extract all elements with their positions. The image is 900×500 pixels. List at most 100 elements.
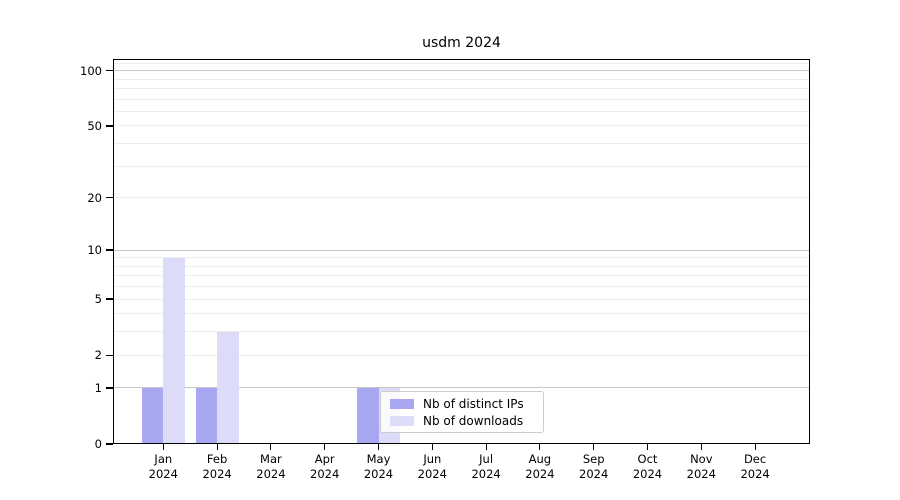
x-tick-month: Nov [690,452,713,466]
legend-swatch-distinct-ips [390,398,414,409]
gridline-minor [114,125,809,127]
gridline-minor [114,331,809,333]
x-tick-mark [539,444,541,450]
gridline-minor [114,62,809,64]
legend-label-downloads: Nb of downloads [423,413,524,428]
gridline-minor [114,298,809,300]
x-tick-year: 2024 [525,467,555,481]
y-tick-label: 1 [94,380,102,395]
x-tick-month: Aug [528,452,552,466]
y-tick-mark [106,443,113,445]
x-tick-year: 2024 [740,467,770,481]
x-tick-mark [754,444,756,450]
y-tick-mark [106,249,113,251]
x-tick-year: 2024 [310,467,340,481]
y-tick-label: 10 [87,243,102,258]
y-tick-label: 100 [80,63,102,78]
y-tick-mark [106,197,113,199]
x-tick-month: Dec [743,452,767,466]
y-tick-mark [106,387,113,389]
x-tick-mark [431,444,433,450]
x-tick-year: 2024 [686,467,716,481]
x-tick-mark [162,444,164,450]
gridline-minor [114,88,809,90]
x-tick-month: Jan [154,452,173,466]
x-tick-label: May 2024 [349,452,409,482]
gridline-minor [114,275,809,277]
gridline-minor [114,286,809,288]
gridline-minor [114,257,809,259]
x-tick-label: Sep 2024 [564,452,624,482]
gridline-major [114,387,809,389]
x-tick-label: Oct 2024 [618,452,678,482]
x-tick-mark [700,444,702,450]
bar-downloads [163,257,185,444]
x-tick-label: Mar 2024 [241,452,301,482]
x-tick-mark [485,444,487,450]
x-tick-month: Jun [423,452,442,466]
x-tick-label: Feb 2024 [187,452,247,482]
x-tick-month: Sep [582,452,605,466]
x-tick-label: Apr 2024 [295,452,355,482]
x-tick-year: 2024 [202,467,232,481]
x-tick-year: 2024 [148,467,178,481]
y-tick-label: 0 [94,437,102,451]
x-tick-mark [377,444,380,450]
x-tick-label: Jul 2024 [456,452,516,482]
x-tick-label: Nov 2024 [671,452,731,482]
y-tick-label: 20 [87,190,102,205]
bar-distinct-ips [357,387,379,444]
chart-title: usdm 2024 [422,35,501,51]
x-tick-month: Oct [637,452,658,466]
x-tick-year: 2024 [471,467,501,481]
y-tick-mark [106,70,113,72]
bar-downloads [217,331,239,444]
legend-label-distinct-ips: Nb of distinct IPs [423,396,524,411]
y-tick-label: 2 [94,348,102,363]
x-tick-month: Feb [206,452,228,466]
x-tick-year: 2024 [632,467,663,481]
gridline-minor [114,354,809,356]
x-tick-month: May [366,452,391,466]
gridline-minor [114,313,809,315]
x-tick-year: 2024 [256,467,286,481]
x-tick-mark [646,444,649,450]
gridline-major [114,249,809,251]
x-tick-label: Dec 2024 [725,452,785,482]
gridline-minor [114,165,809,167]
x-tick-year: 2024 [363,467,394,481]
x-tick-year: 2024 [417,467,447,481]
x-tick-mark [270,444,272,450]
x-tick-month: Jul [479,452,494,466]
gridline-major [114,70,809,72]
y-tick-mark [106,354,113,356]
bar-distinct-ips [195,387,218,444]
bar-distinct-ips [141,387,164,444]
y-tick-label: 5 [94,292,102,307]
x-tick-mark [324,444,326,450]
x-tick-year: 2024 [579,467,609,481]
x-tick-mark [593,444,595,450]
x-tick-label: Aug 2024 [510,452,570,482]
gridline-minor [114,78,809,80]
gridline-minor [114,98,809,100]
legend-swatch-downloads [390,415,414,426]
x-tick-month: Mar [260,452,282,466]
x-tick-mark [216,444,218,450]
legend: Nb of distinct IPs Nb of downloads [380,391,544,433]
x-tick-month: Apr [314,452,335,466]
legend-item-distinct-ips: Nb of distinct IPs [390,397,534,411]
gridline-minor [114,110,809,112]
gridline-minor [114,265,809,267]
legend-item-downloads: Nb of downloads [390,414,534,428]
x-tick-label: Jan 2024 [133,452,193,482]
gridline-minor [114,143,809,145]
y-tick-label: 50 [87,118,102,133]
y-tick-mark [106,298,113,300]
x-tick-label: Jun 2024 [402,452,462,482]
gridline-minor [114,197,809,199]
y-tick-mark [106,125,113,127]
